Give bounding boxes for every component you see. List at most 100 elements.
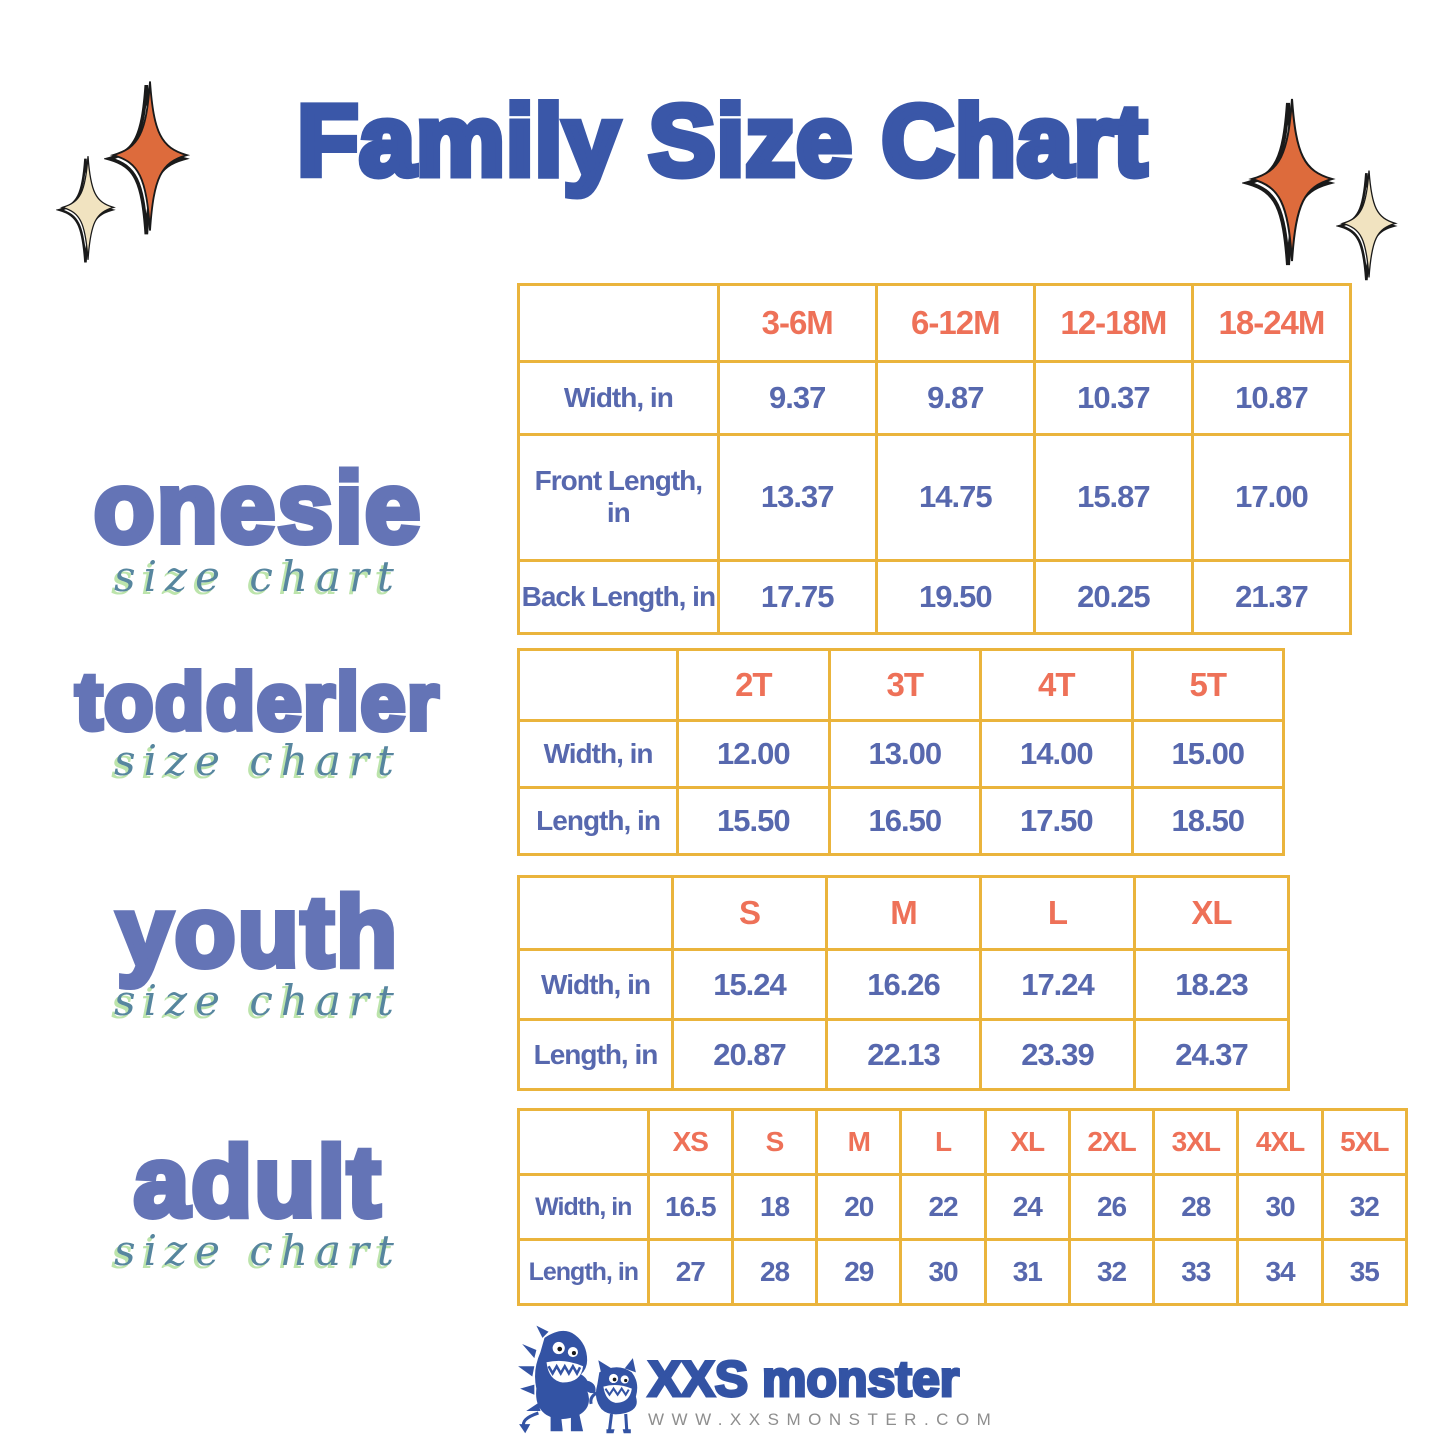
measurement-value: 24 (983, 1173, 1071, 1241)
measurement-value: 32 (1320, 1173, 1409, 1241)
page-title: Family Size Chart (294, 83, 1151, 200)
measurement-value: 28 (730, 1238, 819, 1306)
table-row: Length, in 27 28 29 30 31 32 33 34 35 (517, 1238, 1409, 1306)
measurement-label: Back Length, in (517, 558, 720, 636)
size-column-header: L (979, 874, 1136, 952)
measurement-value: 16.50 (827, 785, 983, 857)
measurement-value: 20.25 (1032, 558, 1194, 636)
section-subtitle-adult: size chart (114, 1226, 402, 1275)
size-column-header: M (825, 874, 982, 952)
table-row: Width, in 9.37 9.87 10.37 10.87 (517, 359, 1353, 437)
measurement-value: 19.50 (874, 558, 1036, 636)
measurement-value: 18 (730, 1173, 819, 1241)
size-column-header: 6-12M (874, 283, 1036, 363)
size-column-header: M (815, 1108, 903, 1176)
size-column-header: S (730, 1108, 819, 1176)
measurement-value: 16.26 (825, 948, 982, 1022)
measurement-value: 27 (646, 1238, 734, 1306)
corner-cell (516, 648, 680, 722)
measurement-value: 22.13 (825, 1018, 982, 1091)
measurement-label: Width, in (516, 718, 680, 789)
size-table: XS S M L XL 2XL 3XL 4XL 5XL Width, in 16.5 18 20 22 24… (517, 1108, 1409, 1306)
measurement-value: 15.24 (671, 948, 828, 1022)
measurement-value: 34 (1236, 1238, 1324, 1306)
section-title-toddler: todderler (73, 657, 442, 746)
size-column-header: 18-24M (1190, 283, 1353, 363)
size-column-header: 4XL (1236, 1108, 1324, 1176)
corner-cell (517, 1108, 650, 1176)
measurement-value: 17.75 (716, 558, 878, 636)
measurement-value: 16.5 (646, 1173, 734, 1241)
size-column-header: 12-18M (1032, 283, 1194, 363)
size-column-header: XS (646, 1108, 734, 1176)
section-subtitle-onesie: size chart (114, 552, 402, 601)
measurement-label: Width, in (517, 1173, 650, 1241)
measurement-label: Width, in (517, 359, 720, 437)
youth-size-table: S M L XL Width, in 15.24 16.26 17.24 18.23 Length… (517, 874, 1290, 1091)
table-row: Width, in 16.5 18 20 22 24 26 28 30 32 (517, 1173, 1409, 1241)
measurement-value: 17.50 (979, 785, 1134, 857)
measurement-value: 10.87 (1190, 359, 1353, 437)
size-table: 2T 3T 4T 5T Width, in 12.00 13.00 14.00 15.00 Len… (516, 648, 1286, 857)
size-column-header: 3-6M (716, 283, 878, 363)
section-label-adult: adult size chart (38, 1126, 478, 1275)
section-label-youth: youth size chart (38, 876, 478, 1025)
size-column-header: 3T (827, 648, 983, 722)
section-label-toddler: todderler size chart (38, 657, 478, 786)
section-title-youth: youth (114, 876, 400, 988)
corner-cell (517, 283, 720, 363)
monster-mascots-icon (518, 1325, 638, 1434)
measurement-value: 17.00 (1190, 433, 1353, 562)
section-label-onesie: onesie size chart (38, 452, 478, 601)
size-column-header: 2T (676, 648, 831, 722)
measurement-value: 24.37 (1133, 1018, 1290, 1091)
measurement-value: 9.87 (874, 359, 1036, 437)
table-row: Length, in 15.50 16.50 17.50 18.50 (516, 785, 1286, 857)
measurement-value: 20 (815, 1173, 903, 1241)
measurement-value: 18.50 (1130, 785, 1286, 857)
section-subtitle-toddler: size chart (114, 736, 402, 785)
measurement-value: 22 (899, 1173, 987, 1241)
size-column-header: 2XL (1067, 1108, 1156, 1176)
measurement-value: 13.37 (716, 433, 878, 562)
brand-url: WWW.XXSMONSTER.COM (648, 1410, 999, 1429)
measurement-label: Front Length, in (517, 433, 720, 562)
measurement-value: 15.50 (676, 785, 831, 857)
measurement-value: 31 (983, 1238, 1071, 1306)
table-row: Width, in 12.00 13.00 14.00 15.00 (516, 718, 1286, 789)
measurement-label: Width, in (517, 948, 674, 1022)
measurement-value: 29 (815, 1238, 903, 1306)
measurement-value: 26 (1067, 1173, 1156, 1241)
measurement-value: 14.00 (979, 718, 1134, 789)
measurement-value: 18.23 (1133, 948, 1290, 1022)
measurement-value: 9.37 (716, 359, 878, 437)
measurement-value: 33 (1152, 1238, 1240, 1306)
size-column-header: 5T (1130, 648, 1286, 722)
measurement-value: 23.39 (979, 1018, 1136, 1091)
section-title-onesie: onesie (91, 452, 424, 564)
size-table: 3-6M 6-12M 12-18M 18-24M Width, in 9.37 9.87 10… (517, 283, 1353, 636)
onesie-size-table: 3-6M 6-12M 12-18M 18-24M Width, in 9.37 9.87 10… (517, 283, 1353, 636)
section-title-adult: adult (131, 1126, 384, 1238)
measurement-value: 17.24 (979, 948, 1136, 1022)
size-column-header: 3XL (1152, 1108, 1240, 1176)
size-table: S M L XL Width, in 15.24 16.26 17.24 18.23 Length… (517, 874, 1290, 1091)
measurement-value: 14.75 (874, 433, 1036, 562)
brand-block: XXS monster WWW.XXSMONSTER.COM (646, 1351, 999, 1430)
toddler-size-table: 2T 3T 4T 5T Width, in 12.00 13.00 14.00 15.00 Len… (516, 648, 1286, 857)
table-row: Back Length, in 17.75 19.50 20.25 21.37 (517, 558, 1353, 636)
section-subtitle-youth: size chart (114, 976, 402, 1025)
size-column-header: 5XL (1320, 1108, 1409, 1176)
adult-size-table: XS S M L XL 2XL 3XL 4XL 5XL Width, in 16.5 18 20 22 24… (517, 1108, 1409, 1306)
measurement-value: 15.87 (1032, 433, 1194, 562)
measurement-value: 30 (899, 1238, 987, 1306)
measurement-label: Length, in (517, 1018, 674, 1091)
brand-name: XXS monster (646, 1351, 960, 1407)
measurement-value: 28 (1152, 1173, 1240, 1241)
measurement-value: 20.87 (671, 1018, 828, 1091)
measurement-value: 10.37 (1032, 359, 1194, 437)
measurement-value: 21.37 (1190, 558, 1353, 636)
measurement-value: 30 (1236, 1173, 1324, 1241)
size-column-header: 4T (979, 648, 1134, 722)
